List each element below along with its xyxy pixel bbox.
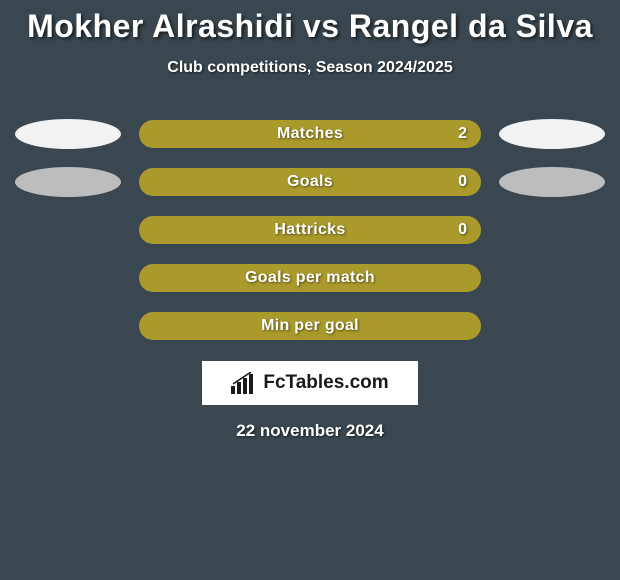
stat-label: Goals bbox=[287, 173, 333, 191]
left-player-marker bbox=[15, 167, 121, 197]
date-text: 22 november 2024 bbox=[0, 421, 620, 441]
brand-text: FcTables.com bbox=[263, 372, 388, 394]
spacer bbox=[15, 215, 121, 245]
spacer bbox=[15, 311, 121, 341]
stat-bar: Hattricks 0 bbox=[139, 216, 481, 244]
stat-row: Matches 2 bbox=[6, 119, 614, 149]
spacer bbox=[15, 263, 121, 293]
stat-bar: Goals per match bbox=[139, 264, 481, 292]
stat-value: 0 bbox=[458, 173, 467, 191]
stat-bar: Goals 0 bbox=[139, 168, 481, 196]
page-title: Mokher Alrashidi vs Rangel da Silva bbox=[0, 8, 620, 45]
stat-label: Min per goal bbox=[261, 317, 359, 335]
spacer bbox=[499, 311, 605, 341]
bars-chart-icon bbox=[231, 372, 257, 394]
spacer bbox=[499, 215, 605, 245]
right-player-marker bbox=[499, 119, 605, 149]
stat-value: 0 bbox=[458, 221, 467, 239]
brand-badge: FcTables.com bbox=[202, 361, 418, 405]
stat-row: Goals per match bbox=[6, 263, 614, 293]
comparison-infographic: Mokher Alrashidi vs Rangel da Silva Club… bbox=[0, 0, 620, 441]
stat-row: Min per goal bbox=[6, 311, 614, 341]
page-subtitle: Club competitions, Season 2024/2025 bbox=[0, 59, 620, 77]
stat-label: Matches bbox=[277, 125, 343, 143]
stat-row: Goals 0 bbox=[6, 167, 614, 197]
spacer bbox=[499, 263, 605, 293]
stat-label: Goals per match bbox=[245, 269, 375, 287]
stat-rows: Matches 2 Goals 0 Hattricks 0 Goals per match M… bbox=[0, 119, 620, 341]
stat-value: 2 bbox=[458, 125, 467, 143]
left-player-marker bbox=[15, 119, 121, 149]
stat-bar: Min per goal bbox=[139, 312, 481, 340]
stat-row: Hattricks 0 bbox=[6, 215, 614, 245]
stat-label: Hattricks bbox=[274, 221, 345, 239]
right-player-marker bbox=[499, 167, 605, 197]
stat-bar: Matches 2 bbox=[139, 120, 481, 148]
